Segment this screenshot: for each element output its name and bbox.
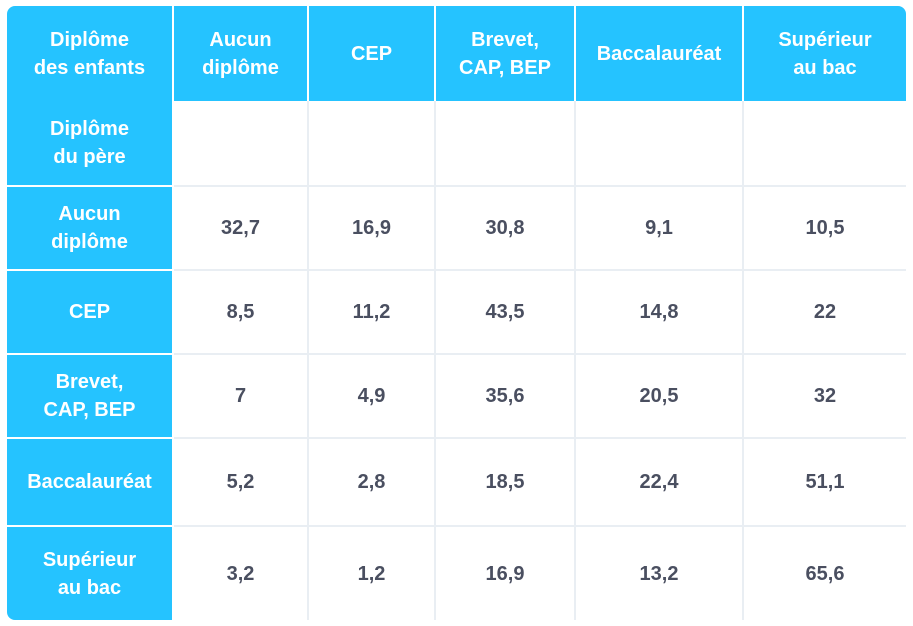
table-row: Baccalauréat 5,2 2,8 18,5 22,4 51,1 — [7, 439, 906, 527]
table-cell: 18,5 — [436, 439, 576, 527]
table-cell: 22 — [744, 271, 906, 355]
table-cell: 9,1 — [576, 187, 744, 271]
table-cell: 32,7 — [174, 187, 309, 271]
table-cell: 10,5 — [744, 187, 906, 271]
table-cell: 51,1 — [744, 439, 906, 527]
table-container: Diplôme des enfants Aucun diplôme CEP Br… — [7, 6, 906, 620]
empty-cell — [309, 101, 436, 187]
table-row: Supérieur au bac 3,2 1,2 16,9 13,2 65,6 — [7, 527, 906, 620]
table-cell: 22,4 — [576, 439, 744, 527]
table-cell: 14,8 — [576, 271, 744, 355]
table-cell: 30,8 — [436, 187, 576, 271]
empty-cell — [174, 101, 309, 187]
table-cell: 4,9 — [309, 355, 436, 439]
table-cell: 11,2 — [309, 271, 436, 355]
row-header: CEP — [7, 271, 174, 355]
table-row: Aucun diplôme 32,7 16,9 30,8 9,1 10,5 — [7, 187, 906, 271]
empty-cell — [436, 101, 576, 187]
column-header: Brevet, CAP, BEP — [436, 6, 576, 101]
row-header-father: Diplôme du père — [7, 101, 174, 187]
table-cell: 35,6 — [436, 355, 576, 439]
table-cell: 43,5 — [436, 271, 576, 355]
table-cell: 8,5 — [174, 271, 309, 355]
row-header: Brevet, CAP, BEP — [7, 355, 174, 439]
column-header: Baccalauréat — [576, 6, 744, 101]
table-cell: 65,6 — [744, 527, 906, 620]
empty-cell — [576, 101, 744, 187]
corner-header: Diplôme des enfants — [7, 6, 174, 101]
header-row: Diplôme des enfants Aucun diplôme CEP Br… — [7, 6, 906, 101]
table-row: CEP 8,5 11,2 43,5 14,8 22 — [7, 271, 906, 355]
table-cell: 5,2 — [174, 439, 309, 527]
diploma-table: Diplôme des enfants Aucun diplôme CEP Br… — [7, 6, 906, 620]
row-header: Aucun diplôme — [7, 187, 174, 271]
table-cell: 16,9 — [436, 527, 576, 620]
row-header: Baccalauréat — [7, 439, 174, 527]
column-header: CEP — [309, 6, 436, 101]
table-cell: 2,8 — [309, 439, 436, 527]
table-cell: 32 — [744, 355, 906, 439]
table-cell: 1,2 — [309, 527, 436, 620]
table-cell: 20,5 — [576, 355, 744, 439]
table-row: Brevet, CAP, BEP 7 4,9 35,6 20,5 32 — [7, 355, 906, 439]
sub-header-row: Diplôme du père — [7, 101, 906, 187]
table-cell: 3,2 — [174, 527, 309, 620]
table-cell: 13,2 — [576, 527, 744, 620]
column-header: Aucun diplôme — [174, 6, 309, 101]
column-header: Supérieur au bac — [744, 6, 906, 101]
empty-cell — [744, 101, 906, 187]
table-cell: 7 — [174, 355, 309, 439]
row-header: Supérieur au bac — [7, 527, 174, 620]
table-cell: 16,9 — [309, 187, 436, 271]
